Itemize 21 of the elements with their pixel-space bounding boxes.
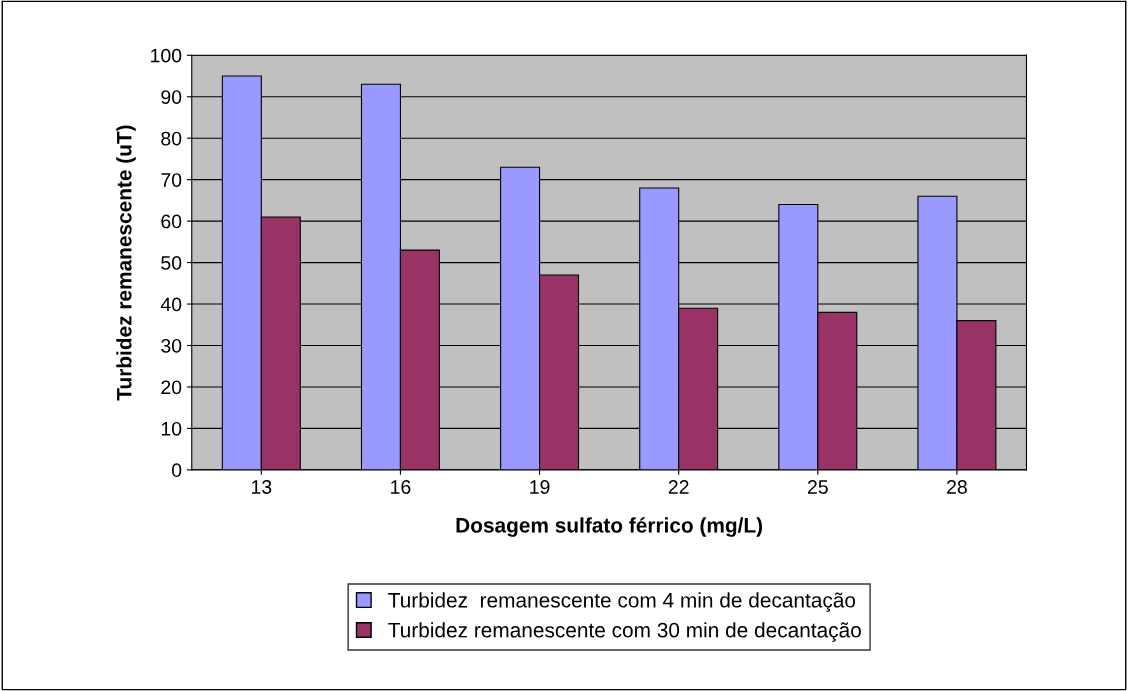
y-tick-label: 0 <box>171 463 182 478</box>
y-tick-label: 80 <box>161 131 182 146</box>
y-tick-label: 60 <box>161 214 182 229</box>
y-tick-label: 30 <box>161 338 182 353</box>
legend-label: Turbidez remanescente com 30 min de decantação <box>388 622 861 642</box>
y-tick-label: 70 <box>161 173 182 187</box>
y-tick-label: 10 <box>161 421 182 436</box>
y-tick-label: 20 <box>161 380 182 395</box>
x-tick-label: 25 <box>807 480 828 494</box>
y-tick-label: 40 <box>160 297 182 312</box>
y-tick-label: 100 <box>151 48 182 63</box>
y-axis-title: Turbidez remanescente (uT) <box>116 125 136 401</box>
x-tick-label: 22 <box>668 480 689 494</box>
y-tick-label: 50 <box>161 256 182 270</box>
x-tick-label: 16 <box>391 480 411 494</box>
x-tick-label: 19 <box>530 480 550 494</box>
y-tick-label: 90 <box>161 90 182 104</box>
x-tick-label: 13 <box>251 480 272 494</box>
legend-label: Turbidez remanescente com 4 min de decantação <box>388 592 856 612</box>
x-axis-title: Dosagem sulfato férrico (mg/L) <box>456 517 763 537</box>
x-tick-label: 28 <box>947 480 967 494</box>
